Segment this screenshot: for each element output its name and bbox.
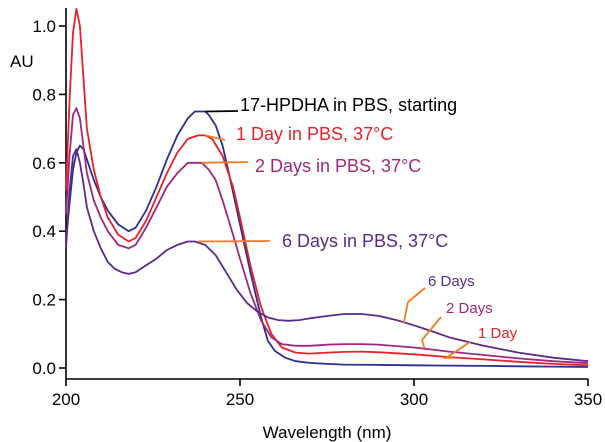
x-tick-label: 250 bbox=[226, 390, 254, 409]
y-tick-label: 0.2 bbox=[32, 291, 56, 310]
annotation-leader-line bbox=[421, 316, 442, 349]
x-axis-title: Wavelength (nm) bbox=[263, 423, 392, 442]
series-line-6-days bbox=[65, 148, 589, 363]
annotation-leader-line bbox=[205, 110, 239, 113]
series-line-2-days bbox=[65, 107, 589, 365]
annotation-leader-line bbox=[402, 287, 426, 324]
x-tick-label: 200 bbox=[52, 390, 80, 409]
series-lines bbox=[65, 7, 589, 368]
annotation-label: 1 Day bbox=[478, 325, 518, 342]
y-tick-label: 1.0 bbox=[32, 17, 56, 36]
annotation-label: 1 Day in PBS, 37°C bbox=[236, 124, 393, 144]
annotation-label: 17-HPDHA in PBS, starting bbox=[240, 95, 457, 115]
x-tick-label: 350 bbox=[574, 390, 602, 409]
annotation-label: 6 Days bbox=[428, 273, 475, 290]
annotation-leader-line bbox=[204, 134, 226, 141]
y-ticks: 0.0 0.2 0.4 0.6 0.8 1.0 bbox=[32, 17, 66, 378]
y-tick-label: 0.6 bbox=[32, 154, 56, 173]
annotations: 17-HPDHA in PBS, starting 1 Day in PBS, 3… bbox=[198, 95, 518, 360]
annotation-label: 6 Days in PBS, 37°C bbox=[282, 231, 448, 251]
y-tick-label: 0.0 bbox=[32, 359, 56, 378]
x-tick-label: 300 bbox=[400, 390, 428, 409]
axes bbox=[65, 8, 588, 380]
annotation-label: 2 Days bbox=[446, 300, 493, 317]
annotation-label: 2 Days in PBS, 37°C bbox=[255, 156, 421, 176]
y-tick-label: 0.4 bbox=[32, 222, 56, 241]
series-line-starting bbox=[65, 110, 589, 368]
series-line-1-day bbox=[65, 7, 589, 367]
annotation-leader-line bbox=[201, 161, 249, 164]
y-tick-label: 0.8 bbox=[32, 85, 56, 104]
x-ticks: 200 250 300 350 bbox=[52, 379, 602, 409]
annotation-leader-line bbox=[442, 341, 471, 360]
annotation-leader-line bbox=[198, 240, 271, 243]
y-axis-title: AU bbox=[10, 52, 34, 71]
